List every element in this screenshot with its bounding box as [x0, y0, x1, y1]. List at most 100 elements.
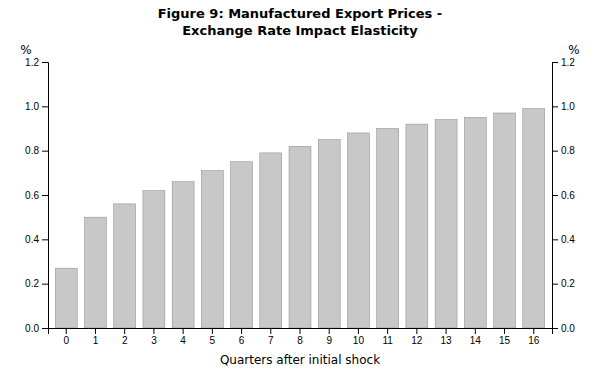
tick: 14: [470, 328, 482, 346]
tick: 1.0: [25, 101, 48, 112]
tick: 15: [499, 328, 511, 346]
tick-label: 0.6: [25, 190, 39, 201]
tick-label: 5: [210, 335, 216, 346]
axis-line: [49, 329, 553, 335]
y-axis-label: %: [20, 43, 31, 57]
tick-mark: [183, 328, 184, 334]
tick-label: 13: [441, 335, 453, 346]
tick-label: 1.2: [25, 57, 39, 68]
tick-mark: [42, 195, 48, 196]
tick-label: 11: [382, 335, 393, 346]
tick-mark: [241, 328, 242, 334]
x-axis: 012345678910111213141516: [49, 328, 553, 346]
bar: [143, 191, 165, 328]
tick-mark: [552, 106, 558, 107]
tick-label: 8: [297, 335, 303, 346]
tick: 13: [441, 328, 453, 346]
bar: [85, 217, 107, 328]
tick-mark: [153, 328, 154, 334]
tick-mark: [42, 62, 48, 63]
tick: 1.2: [552, 57, 575, 68]
tick-label: 9: [326, 335, 332, 346]
bar: [464, 117, 486, 328]
tick-mark: [124, 328, 125, 334]
tick-label: 0.6: [561, 190, 575, 201]
tick-mark: [42, 106, 48, 107]
tick: 10: [353, 328, 365, 346]
tick: 0.0: [552, 323, 575, 334]
tick-mark: [552, 62, 558, 63]
tick: 1.2: [25, 57, 48, 68]
bar: [523, 109, 545, 328]
bar: [172, 182, 194, 328]
tick-mark: [42, 284, 48, 285]
tick: 2: [122, 328, 128, 346]
tick-label: 0.4: [25, 234, 39, 245]
tick-label: 0.0: [561, 323, 575, 334]
tick-mark: [358, 328, 359, 334]
x-axis-label: Quarters after initial shock: [220, 353, 380, 367]
tick: 0.6: [552, 190, 575, 201]
tick-mark: [270, 328, 271, 334]
tick-mark: [300, 328, 301, 334]
tick: 0.0: [25, 323, 48, 334]
tick-mark: [446, 328, 447, 334]
tick-mark: [552, 151, 558, 152]
tick: 0.4: [25, 234, 48, 245]
tick-label: 16: [528, 335, 540, 346]
tick-mark: [552, 328, 558, 329]
title: Figure 9: Manufactured Export Prices -: [158, 6, 443, 21]
tick: 5: [210, 328, 216, 346]
tick-label: 0.4: [561, 234, 575, 245]
tick-mark: [95, 328, 96, 334]
tick-mark: [66, 328, 67, 334]
tick-mark: [552, 284, 558, 285]
tick-mark: [329, 328, 330, 334]
tick-label: 6: [239, 335, 245, 346]
y2-axis-label: %: [568, 43, 579, 57]
tick-label: 15: [499, 335, 511, 346]
tick-label: 0.2: [561, 278, 575, 289]
tick: 0.6: [25, 190, 48, 201]
tick-mark: [416, 328, 417, 334]
bar: [406, 124, 428, 328]
tick: 11: [382, 328, 393, 346]
bar: [55, 268, 77, 328]
tick-mark: [212, 328, 213, 334]
tick-label: 14: [470, 335, 482, 346]
tick: 9: [326, 328, 332, 346]
tick-label: 1.2: [561, 57, 575, 68]
tick: 0.8: [552, 145, 575, 156]
tick-label: 0: [63, 335, 69, 346]
tick-mark: [42, 151, 48, 152]
tick: 0.2: [25, 278, 48, 289]
subtitle: Exchange Rate Impact Elasticity: [182, 23, 418, 38]
tick: 4: [180, 328, 186, 346]
tick: 16: [528, 328, 540, 346]
tick: 6: [239, 328, 245, 346]
tick-label: 0.8: [25, 145, 39, 156]
tick-mark: [387, 328, 388, 334]
tick: 12: [411, 328, 423, 346]
tick-label: 0.8: [561, 145, 575, 156]
tick-label: 12: [411, 335, 423, 346]
bar: [435, 120, 457, 328]
bar: [201, 171, 223, 328]
tick-mark: [42, 239, 48, 240]
bar: [231, 162, 253, 328]
tick-label: 3: [151, 335, 157, 346]
tick-label: 1.0: [25, 101, 39, 112]
chart: Figure 9: Manufactured Export Prices - Ex…: [0, 0, 600, 372]
tick-mark: [504, 328, 505, 334]
bar: [114, 204, 136, 328]
tick: 0: [63, 328, 69, 346]
tick-label: 0.0: [25, 323, 39, 334]
bar: [289, 146, 311, 328]
bar: [347, 133, 369, 328]
tick: 8: [297, 328, 303, 346]
bar: [260, 153, 282, 328]
bar: [494, 113, 516, 328]
tick: 1: [93, 328, 99, 346]
tick: 0.8: [25, 145, 48, 156]
tick-label: 1.0: [561, 101, 575, 112]
